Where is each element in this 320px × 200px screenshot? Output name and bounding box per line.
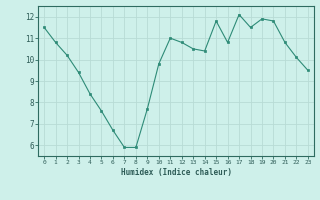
- X-axis label: Humidex (Indice chaleur): Humidex (Indice chaleur): [121, 168, 231, 177]
